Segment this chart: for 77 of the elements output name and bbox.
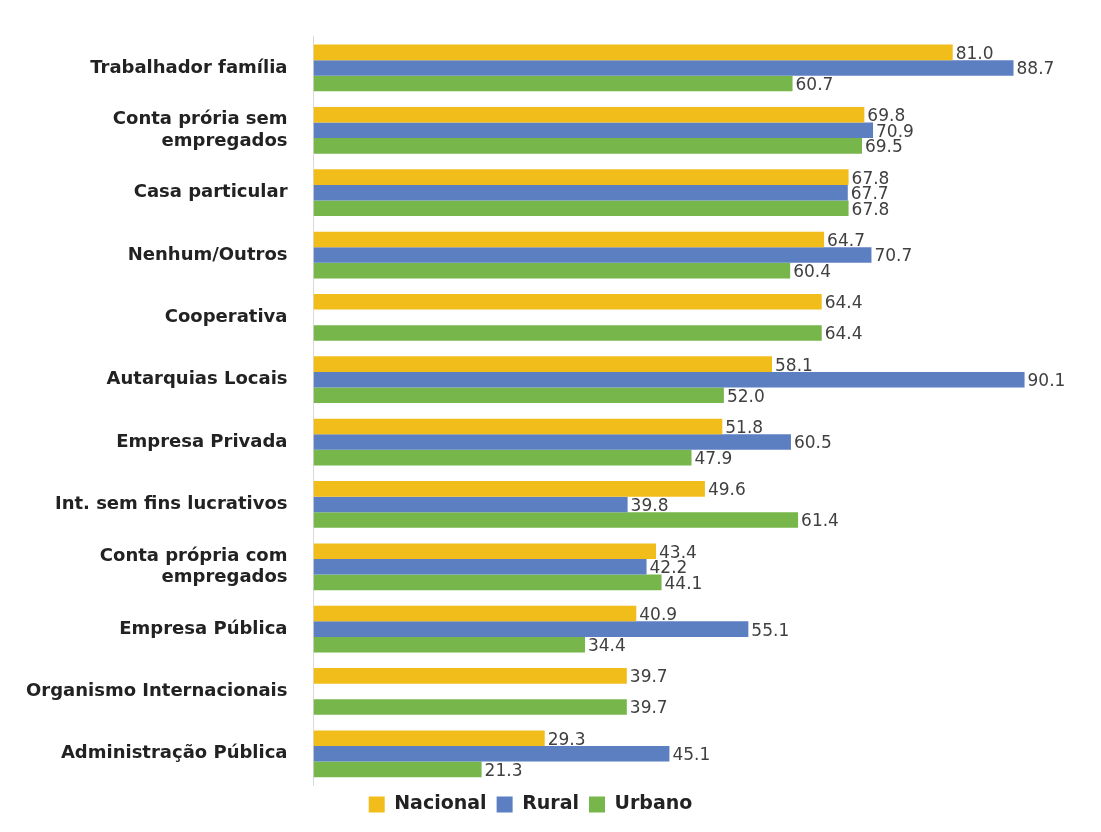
bar bbox=[313, 699, 627, 715]
bar bbox=[313, 247, 872, 263]
bar bbox=[313, 512, 799, 528]
data-label: 81.0 bbox=[955, 42, 994, 63]
data-label: 60.5 bbox=[793, 432, 832, 453]
y-tick-label: Administração Pública bbox=[60, 741, 288, 763]
bar bbox=[313, 558, 647, 575]
bar bbox=[313, 325, 822, 341]
y-tick-label: Empresa Pública bbox=[119, 616, 288, 638]
y-tick-label: Organismo Internacionais bbox=[25, 679, 288, 701]
data-label: 60.4 bbox=[793, 261, 832, 282]
bar bbox=[313, 605, 637, 622]
bar bbox=[313, 60, 1014, 76]
data-label: 44.1 bbox=[664, 572, 703, 593]
data-label: 49.6 bbox=[707, 479, 746, 500]
y-tick-label: Nenhum/Outros bbox=[127, 242, 288, 264]
data-label: 51.8 bbox=[725, 416, 764, 437]
y-tick-label: Autarquias Locais bbox=[106, 367, 288, 389]
data-label: 64.4 bbox=[824, 292, 863, 313]
data-label: 64.4 bbox=[824, 323, 863, 344]
data-label: 61.4 bbox=[801, 510, 839, 531]
bar bbox=[313, 44, 953, 61]
data-label: 60.7 bbox=[795, 73, 834, 94]
data-label: 70.7 bbox=[874, 245, 913, 266]
bar bbox=[313, 138, 862, 154]
data-label: 34.4 bbox=[587, 635, 626, 656]
bar bbox=[313, 231, 825, 248]
data-label: 39.8 bbox=[630, 494, 669, 515]
bar bbox=[313, 387, 724, 404]
data-label: 29.3 bbox=[547, 728, 586, 749]
bar bbox=[313, 106, 865, 123]
bar bbox=[313, 746, 670, 762]
bar bbox=[313, 761, 482, 778]
y-tick-label: Conta prória sem empregados bbox=[112, 107, 288, 150]
bar bbox=[313, 75, 793, 92]
bar bbox=[313, 200, 849, 217]
data-label: 88.7 bbox=[1016, 58, 1055, 79]
bar bbox=[313, 496, 628, 513]
bar bbox=[313, 730, 545, 747]
y-tick-label: Int. sem fins lucrativos bbox=[54, 492, 288, 514]
bar bbox=[313, 262, 791, 279]
data-label: 64.7 bbox=[827, 229, 865, 250]
bar bbox=[313, 434, 791, 450]
data-label: 45.1 bbox=[672, 744, 711, 765]
data-label: 55.1 bbox=[751, 619, 790, 640]
data-label: 52.0 bbox=[726, 385, 765, 406]
legend-label: Nacional bbox=[394, 791, 487, 814]
data-label: 69.5 bbox=[864, 136, 903, 157]
y-tick-label: Casa particular bbox=[133, 180, 288, 202]
legend-label: Rural bbox=[522, 791, 579, 814]
bar bbox=[313, 668, 627, 684]
bar bbox=[313, 481, 705, 497]
bar bbox=[313, 169, 849, 185]
legend-label: Urbano bbox=[614, 791, 693, 814]
y-tick-label: Empresa Privada bbox=[116, 429, 288, 451]
bar bbox=[313, 418, 723, 435]
data-label: 40.9 bbox=[639, 603, 678, 624]
bar bbox=[313, 122, 874, 139]
data-label: 58.1 bbox=[775, 354, 813, 375]
data-label: 90.1 bbox=[1027, 370, 1066, 391]
data-label: 67.8 bbox=[851, 198, 890, 219]
bar bbox=[313, 293, 822, 310]
bar bbox=[313, 184, 848, 201]
bar bbox=[313, 621, 749, 637]
y-tick-label: Cooperativa bbox=[164, 305, 288, 327]
data-label: 39.7 bbox=[629, 666, 668, 687]
bar bbox=[313, 356, 773, 372]
bar bbox=[313, 574, 662, 591]
y-tick-label: Conta própria com empregados bbox=[99, 543, 288, 587]
bar bbox=[313, 636, 585, 653]
data-label: 47.9 bbox=[694, 448, 733, 469]
data-label: 39.7 bbox=[629, 697, 668, 718]
bar bbox=[313, 449, 692, 466]
y-tick-label: Trabalhador família bbox=[90, 55, 288, 77]
data-label: 21.3 bbox=[484, 759, 523, 780]
bar bbox=[313, 371, 1025, 388]
bar bbox=[313, 543, 657, 559]
